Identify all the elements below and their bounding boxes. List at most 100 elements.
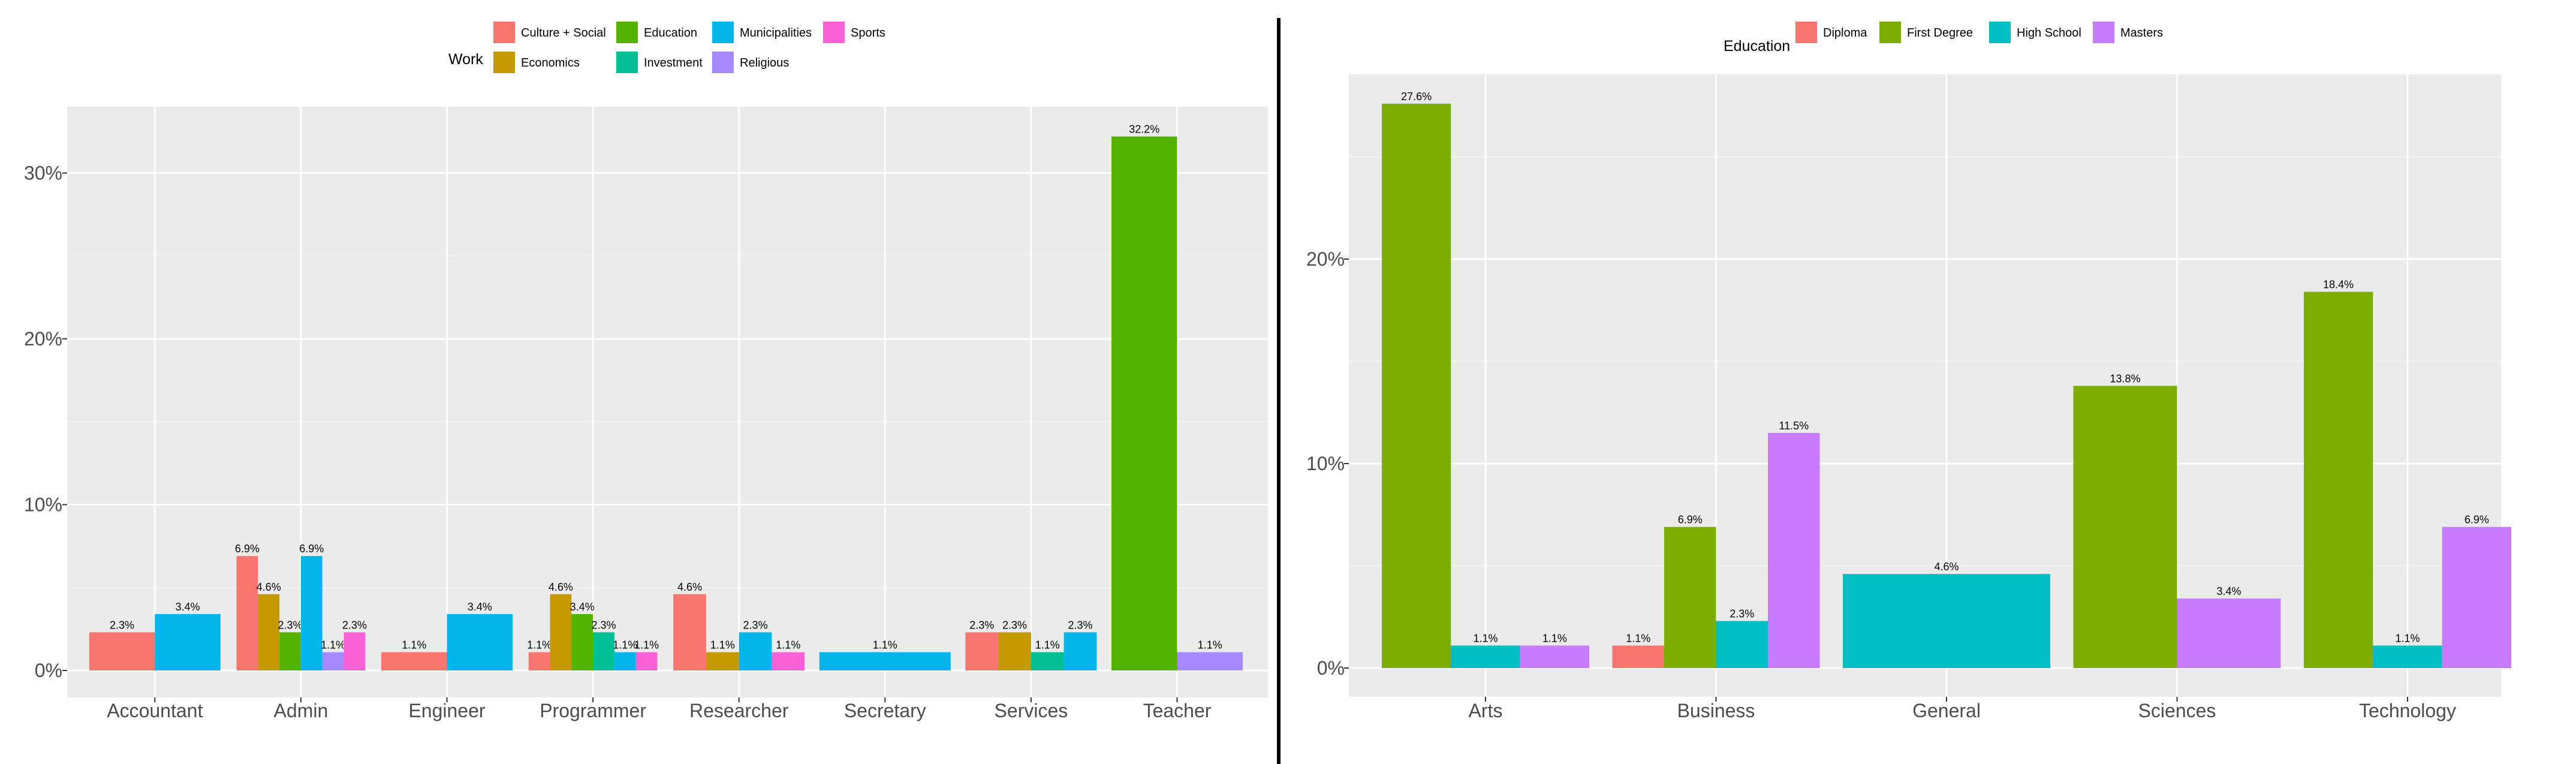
chart-1: 0% 10% 20% 30% Accountant Admin Engineer Progra… (24, 22, 1268, 721)
bar (344, 632, 366, 670)
y-tick-label: 20% (24, 328, 62, 350)
data-label: 3.4% (570, 601, 595, 613)
data-label: 3.4% (468, 601, 492, 613)
data-label: 27.6% (1401, 91, 1432, 103)
x-tick-label: Services (995, 700, 1068, 721)
bar (258, 594, 280, 670)
data-label: 1.1% (634, 639, 659, 651)
data-label: 4.6% (257, 581, 281, 593)
data-label: 4.6% (677, 581, 702, 593)
data-label: 4.6% (1934, 561, 1959, 573)
data-label: 6.9% (235, 543, 260, 555)
bar (550, 594, 572, 670)
bar (89, 632, 155, 670)
legend-label: Culture + Social (521, 26, 606, 40)
data-label: 6.9% (2464, 514, 2489, 526)
legend: Work Culture + Social Economics Education In… (448, 22, 885, 73)
bar (322, 652, 344, 670)
bar (2373, 645, 2442, 668)
bar (2442, 527, 2511, 668)
data-label: 2.3% (1068, 619, 1093, 631)
legend-label: Municipalities (740, 26, 812, 40)
legend-label: Education (644, 26, 697, 40)
data-label: 1.1% (1473, 632, 1498, 644)
legend-key (1795, 22, 1817, 43)
data-label: 6.9% (1678, 514, 1703, 526)
x-tick-label: Engineer (408, 700, 485, 721)
data-label: 2.3% (743, 619, 768, 631)
legend-label: Sports (851, 26, 885, 40)
bar (236, 556, 258, 670)
data-label: 1.1% (2395, 632, 2420, 644)
x-tick-label: General (1912, 700, 1981, 721)
legend-label: Economics (521, 56, 580, 70)
legend-key (1989, 22, 2011, 43)
legend-label: High School (2017, 26, 2081, 40)
bar (772, 652, 805, 670)
bar (2177, 598, 2281, 668)
data-label: 2.3% (110, 619, 134, 631)
legend-key (493, 22, 515, 43)
legend-label: Diploma (1823, 26, 1867, 40)
bar (1520, 645, 1589, 668)
x-tick-label: Business (1677, 700, 1755, 721)
y-tick-label: 10% (1306, 453, 1345, 474)
legend-label: Investment (644, 56, 703, 70)
legend-key (712, 22, 734, 43)
data-label: 6.9% (299, 543, 324, 555)
y-tick-label: 20% (1306, 248, 1345, 270)
bar (1843, 574, 2050, 668)
bar (739, 632, 772, 670)
bar (635, 652, 658, 670)
legend-key (1879, 22, 1901, 43)
bar (447, 613, 513, 670)
x-tick-label: Arts (1469, 700, 1503, 721)
legend-key (823, 22, 845, 43)
data-label: 2.3% (1730, 608, 1754, 620)
x-tick-label: Secretary (844, 700, 926, 721)
data-label: 3.4% (176, 601, 200, 613)
data-label: 3.4% (2216, 585, 2241, 597)
bar (528, 652, 550, 670)
data-label: 1.1% (527, 639, 552, 651)
legend-key (712, 52, 734, 73)
bar (381, 652, 447, 670)
data-label: 1.1% (776, 639, 800, 651)
data-label: 11.5% (1779, 420, 1809, 432)
bar (706, 652, 739, 670)
legend-key (493, 52, 515, 73)
data-label: 1.1% (873, 639, 897, 651)
bar (571, 613, 593, 670)
data-label: 13.8% (2110, 372, 2140, 384)
legend-label: Masters (2120, 26, 2163, 40)
legend-key (616, 22, 638, 43)
legend-label: First Degree (1907, 26, 1973, 40)
x-tick-label: Researcher (689, 700, 789, 721)
data-label: 2.3% (342, 619, 367, 631)
bar (2073, 386, 2177, 668)
data-label: 1.1% (613, 639, 637, 651)
bar (1382, 103, 1451, 669)
data-label: 4.6% (549, 581, 573, 593)
bar (1063, 632, 1097, 670)
bar (2304, 291, 2373, 668)
x-tick-label: Sciences (2138, 700, 2216, 721)
bar (279, 632, 301, 670)
legend-label: Religious (740, 56, 789, 70)
data-label: 1.1% (1542, 632, 1567, 644)
x-tick-label: Technology (2359, 700, 2456, 721)
data-label: 18.4% (2323, 279, 2354, 291)
bar (1111, 136, 1177, 671)
x-tick-label: Accountant (107, 700, 203, 721)
bar (1177, 652, 1243, 670)
bar (1031, 652, 1064, 670)
bar (673, 594, 706, 670)
bar (819, 652, 951, 670)
legend: Education Diploma First Degree High School M… (1724, 22, 2163, 55)
x-tick-label: Programmer (540, 700, 646, 721)
data-label: 1.1% (1035, 639, 1060, 651)
chart-2: 0% 10% 20% Arts Business General Sciences Techn… (1306, 22, 2511, 721)
y-tick-label: 30% (24, 163, 62, 184)
bar (155, 613, 221, 670)
